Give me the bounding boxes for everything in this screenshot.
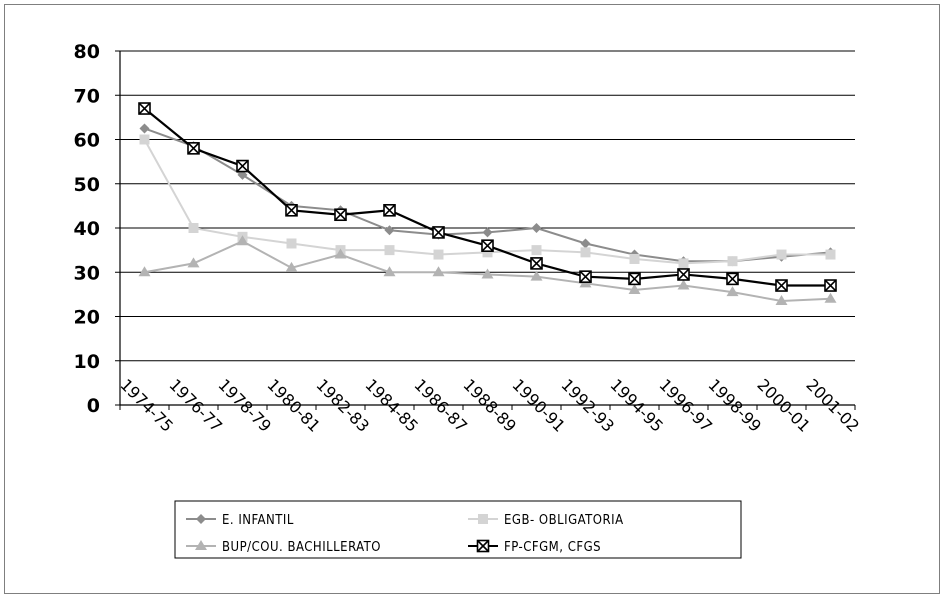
- data-point: [628, 272, 641, 286]
- data-point: [286, 238, 297, 249]
- data-point-cross: [236, 159, 249, 173]
- y-tick-label: 60: [74, 130, 100, 152]
- data-point: [530, 257, 543, 270]
- data-point: [481, 239, 494, 252]
- y-tick-label: 40: [74, 218, 100, 240]
- data-point: [530, 270, 543, 281]
- data-point: [726, 286, 739, 297]
- legend: E. INFANTIL EGB- OBLIGATORIA BUP/COU. BACH…: [174, 500, 742, 559]
- y-tick-label: 70: [74, 85, 100, 107]
- data-point: [482, 247, 493, 258]
- data-point: [139, 123, 150, 134]
- data-point-cross: [824, 279, 837, 292]
- y-tick-label: 30: [74, 262, 100, 284]
- data-point: [678, 258, 689, 269]
- y-tick-label: 80: [74, 41, 100, 63]
- data-point: [237, 169, 248, 180]
- data-point-cross: [138, 102, 151, 115]
- data-point: [383, 266, 396, 277]
- data-point: [481, 268, 494, 279]
- gridlines: [120, 50, 855, 362]
- data-point: [824, 279, 837, 292]
- data-point-cross: [187, 142, 200, 155]
- data-point: [139, 134, 150, 145]
- data-point-cross: [579, 270, 592, 283]
- axes: [115, 50, 856, 410]
- legend-item: E. INFANTIL: [186, 513, 294, 528]
- data-point: [579, 270, 592, 283]
- data-point: [334, 208, 347, 222]
- data-point-cross: [476, 539, 490, 553]
- data-point: [196, 514, 206, 524]
- legend-label: BUP/COU. BACHILLERATO: [222, 540, 381, 555]
- data-point: [580, 238, 591, 249]
- data-point: [433, 249, 444, 260]
- data-point: [285, 261, 298, 272]
- data-point: [727, 256, 738, 267]
- data-point: [531, 245, 542, 256]
- data-point: [138, 266, 151, 277]
- data-point: [383, 204, 396, 217]
- data-point: [476, 539, 490, 553]
- data-point-cross: [334, 208, 347, 221]
- legend-label: EGB- OBLIGATORIA: [504, 513, 624, 528]
- series-2: [138, 235, 837, 306]
- data-point-cross: [432, 226, 445, 239]
- data-point: [628, 283, 641, 294]
- legend-item: BUP/COU. BACHILLERATO: [186, 540, 381, 555]
- legend-item: FP-CFGM, CFGS: [468, 539, 601, 555]
- data-point-cross: [726, 272, 739, 285]
- data-point: [824, 292, 837, 303]
- series-group: [138, 102, 837, 306]
- data-point: [432, 266, 445, 277]
- data-point-cross: [775, 279, 788, 292]
- data-point-cross: [383, 204, 396, 217]
- legend-item: EGB- OBLIGATORIA: [468, 513, 624, 528]
- data-point: [432, 226, 445, 239]
- data-point: [776, 249, 787, 260]
- data-point: [384, 245, 395, 256]
- data-point: [677, 268, 690, 281]
- y-tick-label: 50: [74, 174, 100, 196]
- legend-label: FP-CFGM, CFGS: [504, 540, 601, 555]
- data-point: [677, 279, 690, 290]
- data-point: [195, 540, 207, 550]
- data-point-cross: [285, 204, 298, 217]
- legend-label: E. INFANTIL: [222, 513, 294, 528]
- chart-frame: [4, 4, 940, 594]
- data-point: [138, 102, 151, 115]
- data-point: [482, 227, 493, 238]
- data-point: [236, 235, 249, 246]
- y-tick-labels: 0 10 20 30 40 50 60 70 80: [74, 41, 100, 417]
- y-tick-label: 20: [74, 307, 100, 329]
- data-point: [236, 159, 249, 173]
- data-point-cross: [677, 268, 690, 281]
- data-point: [384, 225, 395, 236]
- data-point: [825, 249, 836, 260]
- data-point: [334, 248, 347, 259]
- data-point-cross: [481, 239, 494, 252]
- data-point: [187, 257, 200, 268]
- y-tick-label: 10: [74, 351, 100, 373]
- data-point: [531, 223, 542, 233]
- data-point: [775, 279, 788, 292]
- legend-box: [174, 500, 742, 559]
- data-point: [187, 142, 200, 155]
- data-point: [580, 247, 591, 258]
- data-point: [775, 295, 788, 306]
- data-point: [478, 514, 488, 524]
- y-tick-label: 0: [87, 395, 100, 417]
- series-3: [138, 102, 837, 292]
- data-point-cross: [530, 257, 543, 270]
- data-point: [188, 223, 199, 233]
- data-point: [629, 253, 640, 264]
- data-point-cross: [628, 272, 641, 285]
- data-point: [285, 204, 298, 217]
- data-point: [726, 272, 739, 286]
